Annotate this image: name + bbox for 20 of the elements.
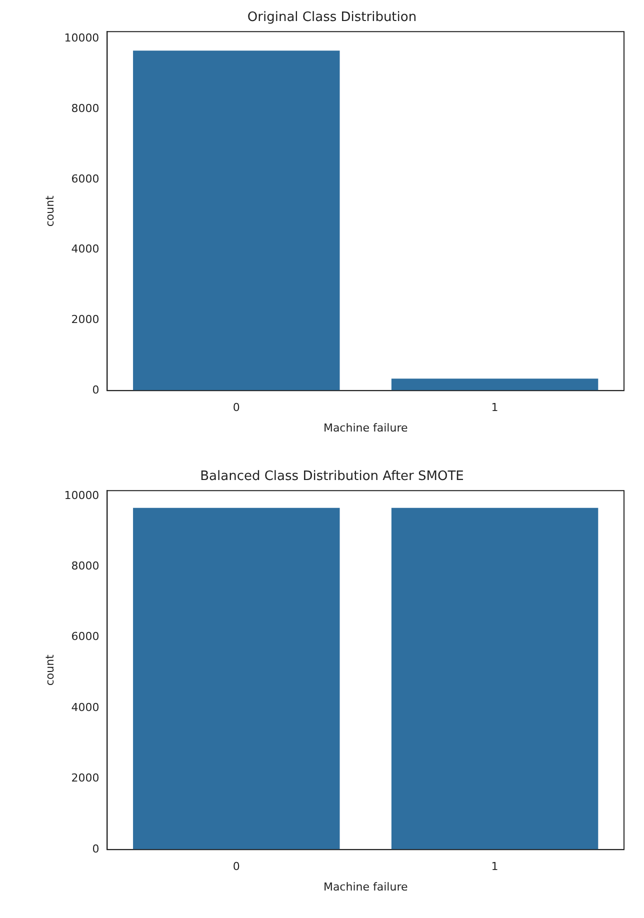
y-tick-label: 0 (92, 383, 100, 396)
y-tick-label: 2000 (71, 313, 100, 326)
x-axis-title: Machine failure (323, 421, 408, 434)
x-tick-label: 1 (491, 860, 498, 874)
y-tick-label: 0 (92, 842, 100, 856)
chart-title: Balanced Class Distribution After SMOTE (200, 469, 464, 484)
y-axis-title: count (43, 194, 56, 227)
y-tick-label: 4000 (71, 700, 100, 714)
chart-title: Original Class Distribution (247, 10, 417, 26)
y-tick-label: 8000 (71, 102, 100, 115)
y-tick-label: 4000 (71, 242, 100, 256)
y-tick-label: 6000 (71, 172, 100, 186)
y-axis-title: count (43, 654, 56, 686)
x-axis-title: Machine failure (323, 880, 408, 894)
y-tick-label: 6000 (71, 630, 100, 644)
y-tick-label: 2000 (71, 772, 100, 785)
y-tick-label: 10000 (64, 488, 100, 502)
x-tick-label: 1 (491, 401, 498, 414)
y-tick-label: 10000 (64, 32, 100, 44)
y-tick-label: 8000 (71, 560, 100, 573)
